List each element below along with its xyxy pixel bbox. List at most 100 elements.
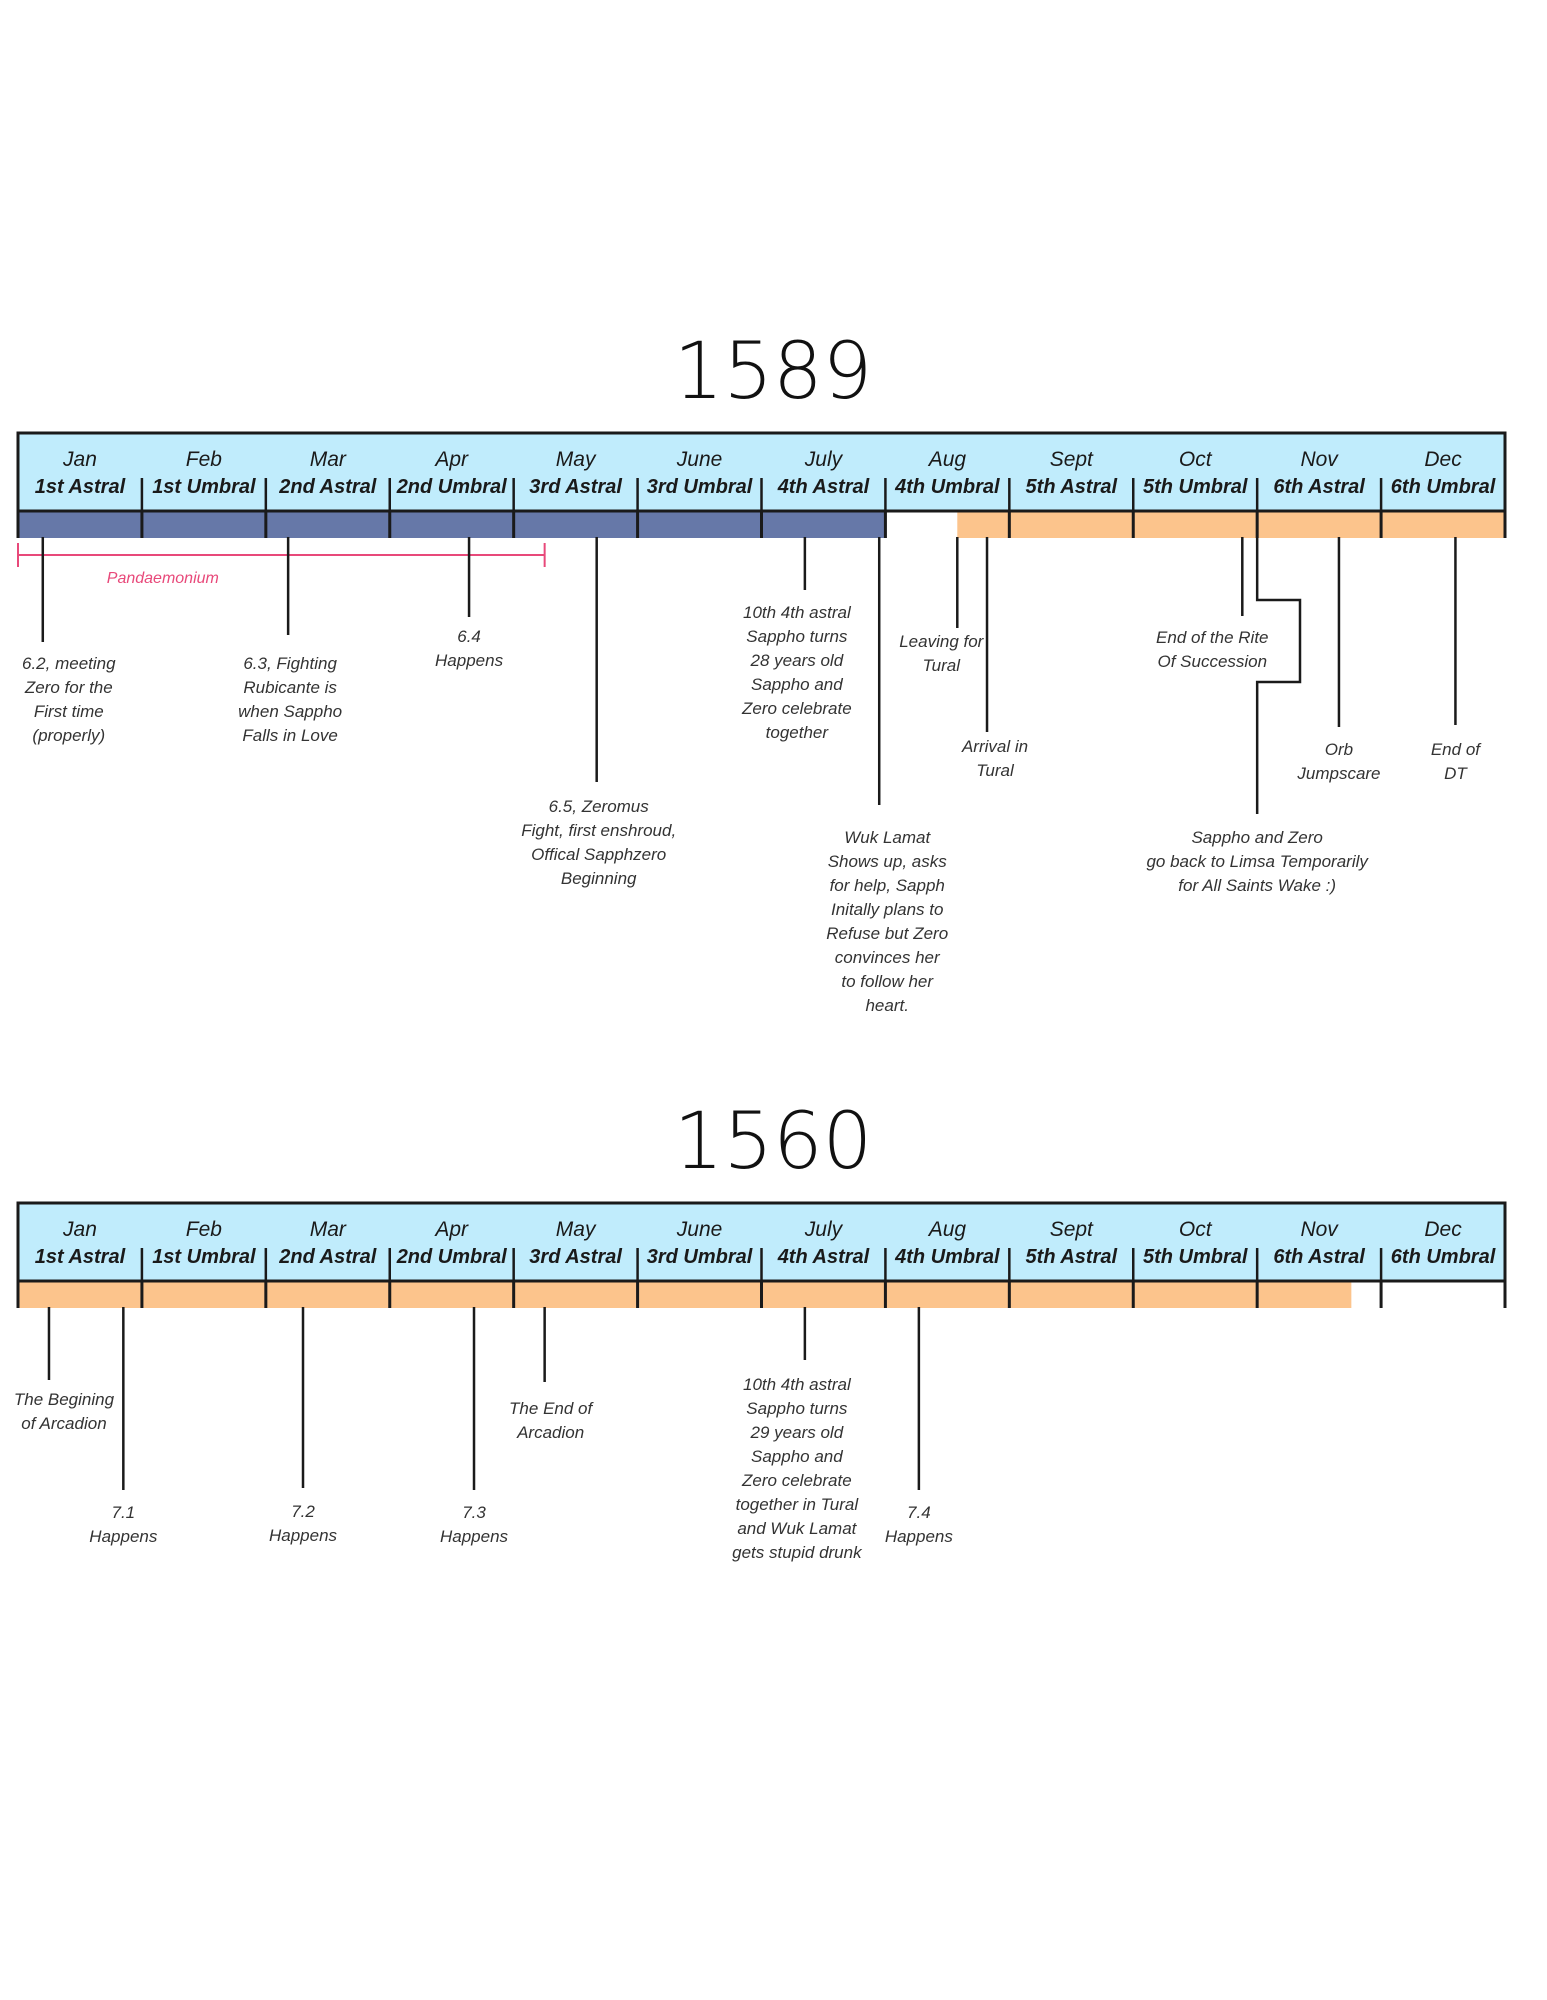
event-label: Wuk Lamat Shows up, asks for help, Sapph In…: [826, 828, 948, 1015]
month-label: Nov: [1300, 448, 1339, 471]
event-label: The Begining of Arcadion: [14, 1390, 115, 1433]
phase-label: 4th Astral: [777, 1246, 870, 1268]
event-label: 7.3 Happens: [440, 1503, 509, 1546]
month-label: Feb: [186, 448, 223, 471]
month-label: Feb: [186, 1218, 223, 1241]
event-label-line: together in Tural: [736, 1495, 860, 1514]
event-label-line: Of Succession: [1157, 652, 1267, 671]
event-label: 6.2, meeting Zero for the First time (prope…: [22, 654, 116, 745]
event-label-line: 7.1: [112, 1503, 136, 1522]
period-bar: [18, 512, 886, 538]
event-label-line: for help, Sapph: [830, 876, 945, 895]
phase-label: 3rd Umbral: [647, 1246, 753, 1268]
event-label-line: The Begining: [14, 1390, 115, 1409]
event-label-line: Happens: [269, 1526, 338, 1545]
month-label: Mar: [310, 448, 347, 471]
month-label: June: [676, 448, 723, 471]
month-label: Aug: [927, 448, 967, 471]
event-label-line: 28 years old: [750, 651, 844, 670]
month-label: July: [804, 1218, 844, 1241]
event-label-line: Happens: [89, 1527, 158, 1546]
month-label: July: [804, 448, 844, 471]
month-label: Oct: [1179, 448, 1213, 471]
event-label: End of DT: [1431, 740, 1482, 783]
phase-label: 2nd Umbral: [396, 476, 507, 498]
event-label-line: and Wuk Lamat: [737, 1519, 857, 1538]
event-label-line: Tural: [976, 761, 1015, 780]
event-label-line: Sappho and Zero: [1191, 828, 1322, 847]
event-label: Leaving for Tural: [899, 632, 984, 675]
event-connector: [1255, 538, 1302, 814]
event-label: 7.4 Happens: [885, 1503, 954, 1546]
year-title: 1589: [674, 327, 873, 417]
event-label: The End of Arcadion: [509, 1399, 594, 1442]
event-label-line: Sappho turns: [746, 627, 848, 646]
event-label-line: 10th 4th astral: [743, 603, 852, 622]
event-label-line: Refuse but Zero: [826, 924, 948, 943]
event-label-line: 10th 4th astral: [743, 1375, 852, 1394]
event-label-line: together: [766, 723, 830, 742]
event-label: 10th 4th astral Sappho turns 28 years old S…: [741, 603, 852, 742]
event-label-line: convinces her: [835, 948, 941, 967]
month-label: Jan: [62, 1218, 97, 1241]
event-label-line: End of: [1431, 740, 1482, 759]
event-label-line: Jumpscare: [1296, 764, 1380, 783]
event-label-line: Arcadion: [516, 1423, 584, 1442]
phase-label: 6th Umbral: [1391, 1246, 1496, 1268]
phase-label: 6th Umbral: [1391, 476, 1496, 498]
event-label-line: Sappho and: [751, 675, 843, 694]
event-label: 7.1 Happens: [89, 1503, 158, 1546]
event-label-line: DT: [1444, 764, 1468, 783]
phase-label: 5th Umbral: [1143, 476, 1248, 498]
event-label-line: Orb: [1325, 740, 1353, 759]
phase-label: 5th Astral: [1026, 476, 1118, 498]
event-label-line: Zero celebrate: [741, 699, 852, 718]
phase-label: 2nd Astral: [278, 476, 377, 498]
event-label-line: Wuk Lamat: [844, 828, 931, 847]
event-label-line: Happens: [440, 1527, 509, 1546]
phase-label: 3rd Umbral: [647, 476, 753, 498]
year-title: 1560: [674, 1097, 873, 1187]
phase-label: 1st Umbral: [152, 476, 256, 498]
event-label: Orb Jumpscare: [1296, 740, 1380, 783]
phase-label: 4th Umbral: [894, 476, 1000, 498]
month-label: Oct: [1179, 1218, 1213, 1241]
month-label: Jan: [62, 448, 97, 471]
event-label-line: 7.4: [907, 1503, 931, 1522]
timeline-1589: 1589 Jan 1st Astral Feb 1st Umbral Mar 2nd Ast…: [16, 327, 1507, 1015]
period-bar: [18, 1282, 1352, 1308]
event-label-line: End of the Rite: [1156, 628, 1268, 647]
event-label: Sappho and Zero go back to Limsa Temporar…: [1146, 828, 1369, 895]
event-label-line: Beginning: [561, 869, 637, 888]
phase-label: 2nd Umbral: [396, 1246, 507, 1268]
event-label: 6.3, Fighting Rubicante is when Sappho Fall…: [238, 654, 342, 745]
month-label: Sept: [1050, 1218, 1094, 1241]
event-label-line: to follow her: [841, 972, 934, 991]
event-label-line: 7.3: [462, 1503, 486, 1522]
event-label-line: 7.2: [291, 1502, 315, 1521]
phase-label: 1st Umbral: [152, 1246, 256, 1268]
event-label: 7.2 Happens: [269, 1502, 338, 1545]
event-label-line: Offical Sapphzero: [531, 845, 666, 864]
phase-label: 4th Astral: [777, 476, 870, 498]
month-label: Dec: [1424, 1218, 1462, 1241]
event-label-line: 6.5, Zeromus: [549, 797, 650, 816]
event-label-line: of Arcadion: [21, 1414, 106, 1433]
event-label: Arrival in Tural: [961, 737, 1028, 780]
event-label-line: Zero celebrate: [741, 1471, 852, 1490]
month-label: Mar: [310, 1218, 347, 1241]
month-label: June: [676, 1218, 723, 1241]
event-label-line: 29 years old: [750, 1423, 844, 1442]
event-label-line: 6.3, Fighting: [243, 654, 337, 673]
event-label-line: 6.4: [457, 627, 481, 646]
event-label-line: Arrival in: [961, 737, 1028, 756]
event-label: End of the Rite Of Succession: [1156, 628, 1268, 671]
phase-label: 4th Umbral: [894, 1246, 1000, 1268]
month-label: Nov: [1300, 1218, 1339, 1241]
event-label-line: Shows up, asks: [828, 852, 948, 871]
event-label-line: when Sappho: [238, 702, 342, 721]
event-label-line: for All Saints Wake :): [1178, 876, 1336, 895]
event-label-line: Zero for the: [24, 678, 113, 697]
